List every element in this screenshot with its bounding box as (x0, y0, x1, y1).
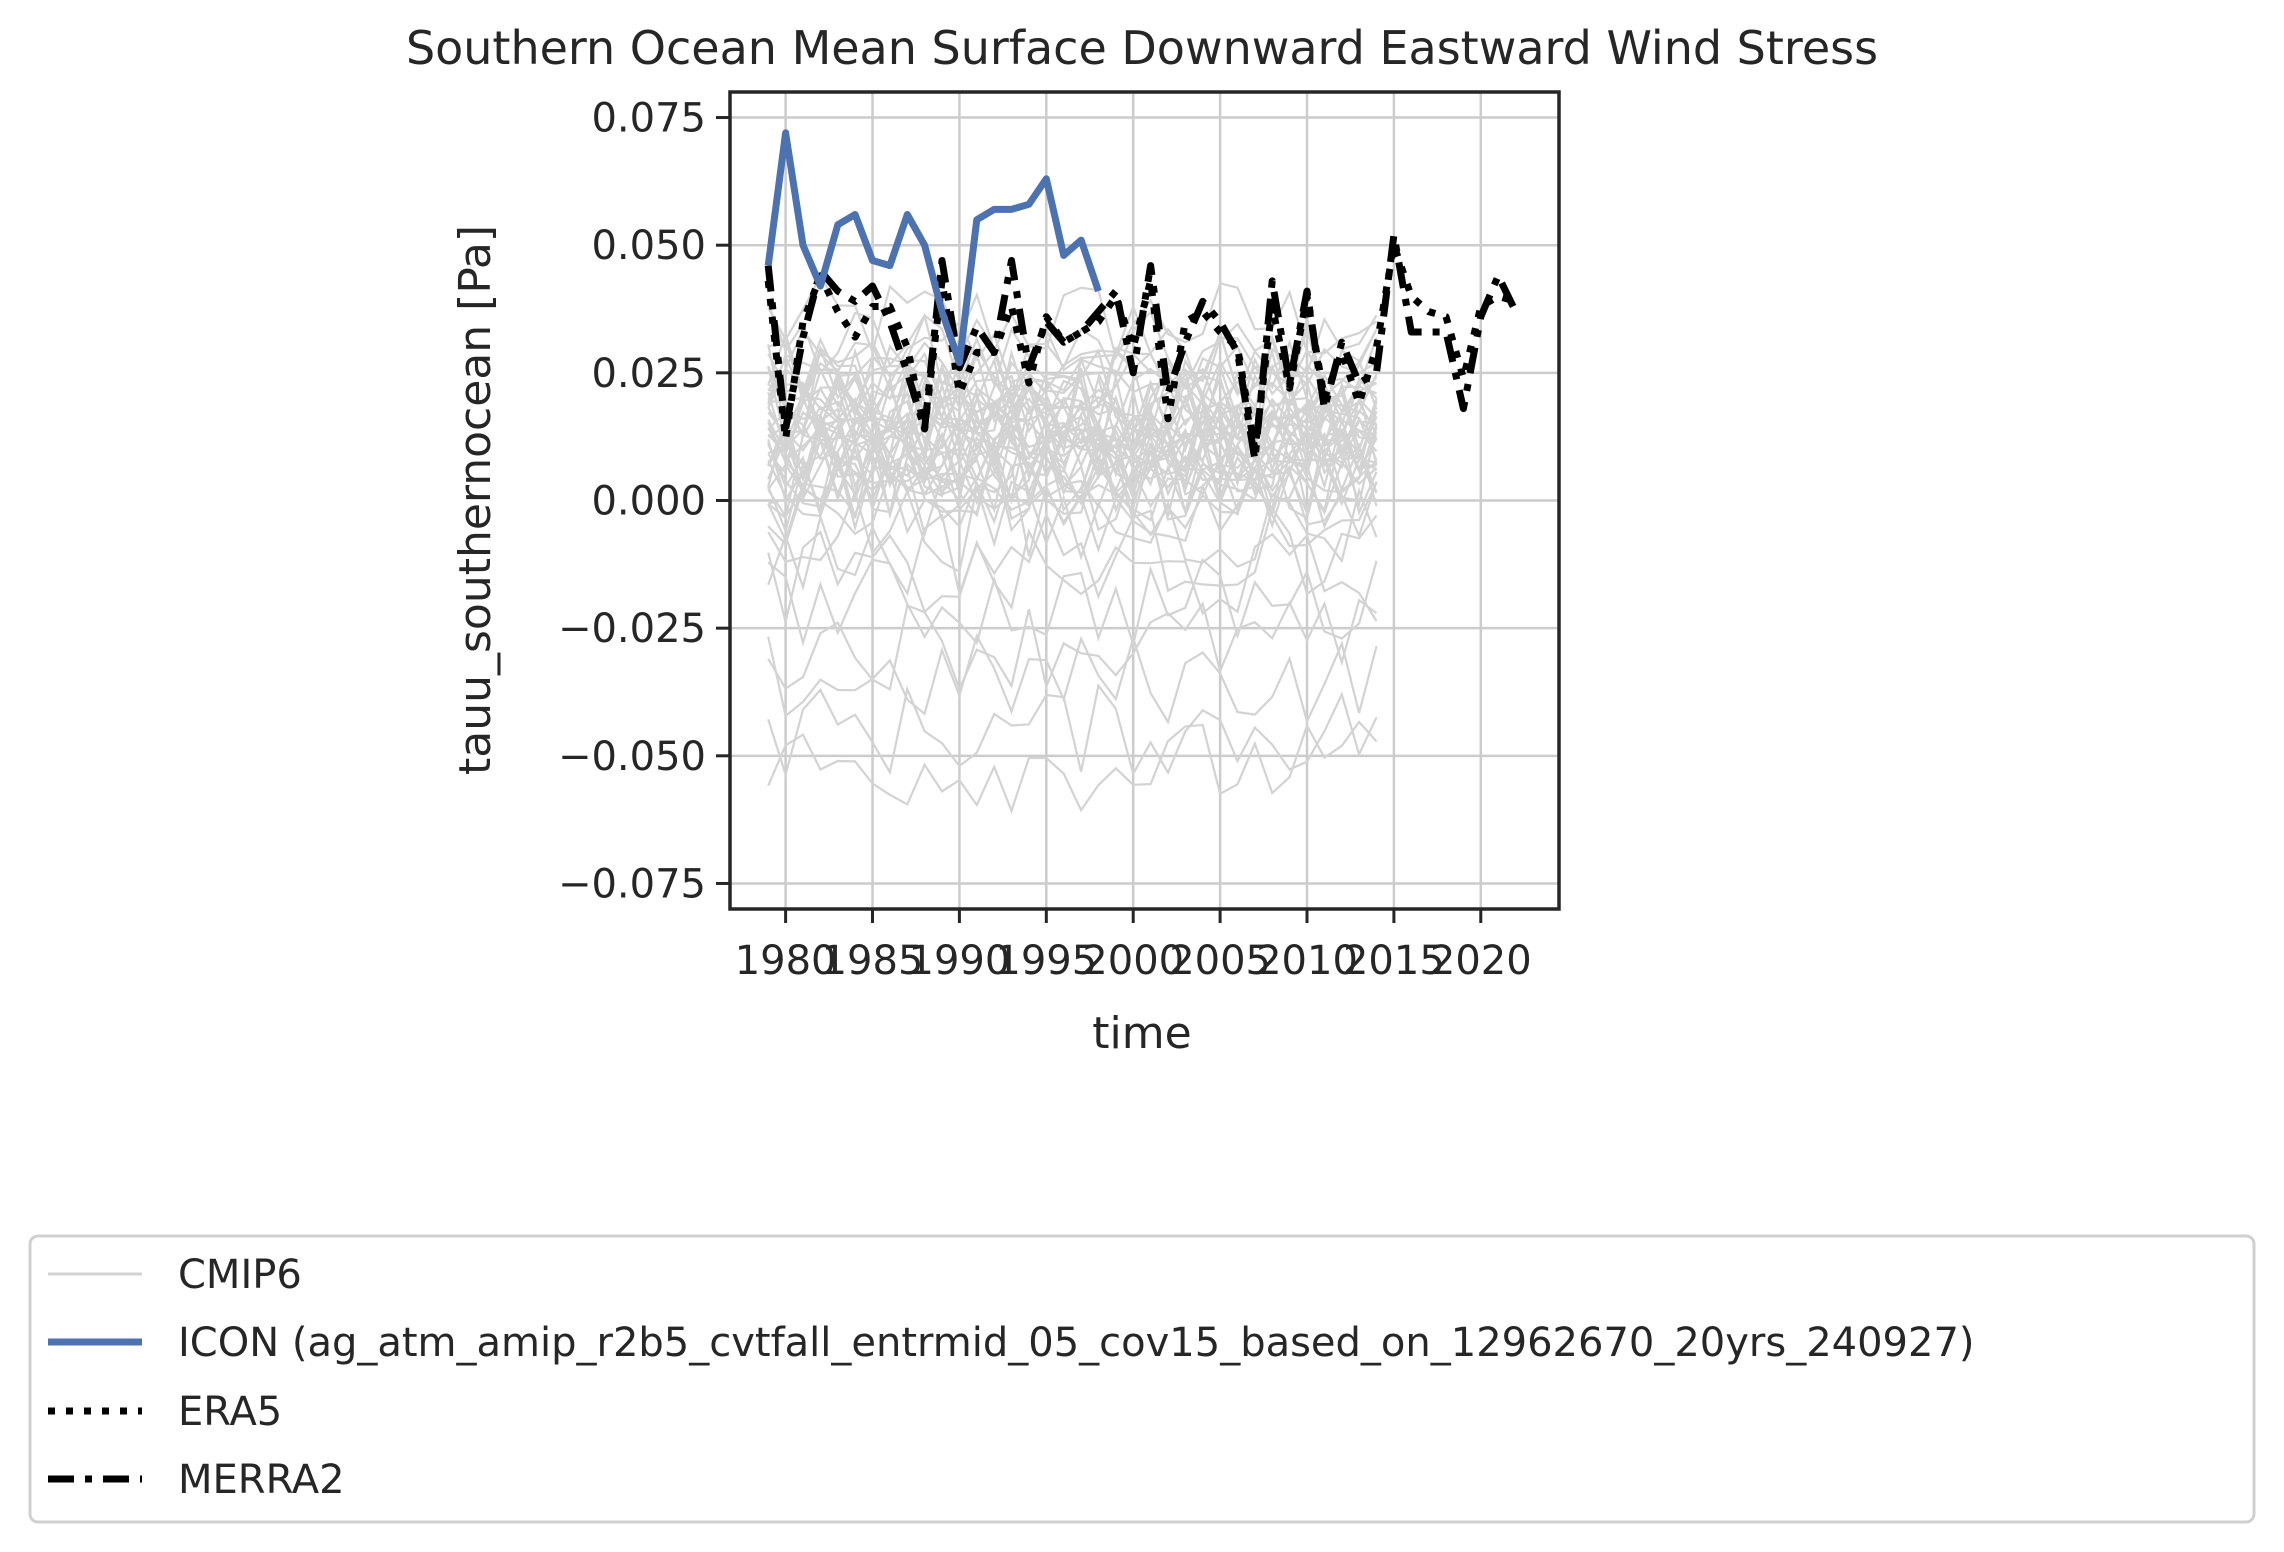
chart-title: Southern Ocean Mean Surface Downward Eas… (406, 21, 1878, 75)
y-axis-label: tauu_southernocean [Pa] (450, 225, 501, 775)
legend: CMIP6 ICON (ag_atm_amip_r2b5_cvtfall_ent… (28, 1234, 2256, 1524)
x-tick-label: 1980 (735, 938, 837, 984)
cmip6-member-line (767, 480, 1378, 574)
x-axis-label: time (1092, 1008, 1191, 1059)
cmip6-member-line (767, 366, 1378, 460)
x-tick-label: 2020 (1430, 938, 1532, 984)
y-tick-label: 0.050 (591, 223, 706, 269)
legend-label-era5: ERA5 (178, 1389, 282, 1435)
y-tick-label: 0.025 (591, 351, 706, 397)
x-tick-label: 1985 (822, 938, 924, 984)
cmip6-member-line (767, 598, 1378, 692)
x-tick-label: 1990 (909, 938, 1011, 984)
x-tick-label: 2010 (1256, 938, 1358, 984)
series-line-1 (764, 129, 1102, 367)
observation-lines (764, 231, 1519, 464)
cmip6-member-line (767, 428, 1378, 519)
legend-label-merra2: MERRA2 (178, 1457, 345, 1503)
series-line-3 (764, 231, 1519, 464)
y-axis: 0.075 0.050 0.025 0.000 −0.025 −0.050 −0.075 (558, 96, 730, 907)
cmip6-member-line (767, 720, 1378, 815)
cmip6-member-line (767, 428, 1378, 522)
x-tick-label: 2005 (1169, 938, 1271, 984)
x-tick-label: 1995 (995, 938, 1097, 984)
cmip6-member-line (767, 528, 1378, 623)
legend-box (28, 1234, 2256, 1524)
x-tick-label: 2015 (1343, 938, 1445, 984)
cmip6-member-line (767, 405, 1378, 499)
cmip6-member-line (767, 465, 1378, 557)
cmip6-member-line (767, 337, 1378, 423)
cmip6-member-line (767, 410, 1378, 503)
cmip6-member-line (767, 682, 1378, 779)
y-tick-label: 0.000 (591, 479, 706, 525)
cmip6-member-line (767, 441, 1378, 539)
y-tick-label: −0.025 (558, 606, 706, 652)
cmip6-member-line (767, 348, 1377, 432)
cmip6-member-line (767, 392, 1378, 485)
y-tick-label: −0.075 (558, 861, 706, 907)
legend-label-cmip6: CMIP6 (178, 1252, 302, 1298)
x-tick-label: 2000 (1082, 938, 1184, 984)
y-tick-label: 0.075 (591, 96, 706, 142)
cmip6-lines (767, 273, 1378, 815)
icon-line (764, 129, 1102, 367)
cmip6-member-line (767, 506, 1378, 600)
cmip6-member-line (767, 633, 1378, 725)
legend-label-icon: ICON (ag_atm_amip_r2b5_cvtfall_entrmid_0… (178, 1320, 1975, 1366)
cmip6-member-line (767, 557, 1378, 649)
y-tick-label: −0.050 (558, 734, 706, 780)
